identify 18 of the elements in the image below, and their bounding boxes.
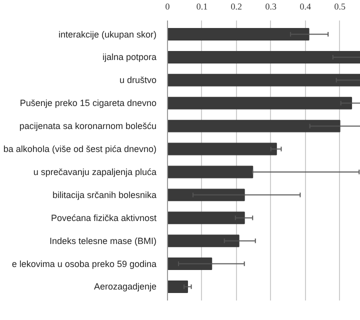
y-tick-label: ba alkohola (više od šest pića dnevno) bbox=[3, 144, 157, 154]
y-tick-label: bilitacija srčanih bolesnika bbox=[52, 190, 157, 200]
y-tick-label: Pušenje preko 15 cigareta dnevno bbox=[20, 98, 157, 108]
y-tick-label: u društvo bbox=[119, 75, 157, 86]
y-tick-label: pacijenata sa koronarnom bolešću bbox=[19, 121, 157, 132]
y-tick-label: e lekovima u osoba preko 59 godina bbox=[12, 258, 157, 269]
x-tick-label: 0 bbox=[165, 2, 170, 12]
y-tick-label: ijalna potpora bbox=[102, 52, 157, 62]
y-tick-label: Indeks telesne mase (BMI) bbox=[49, 236, 157, 246]
x-tick-label: 0.3 bbox=[265, 2, 278, 12]
y-tick-label: interakcije (ukupan skor) bbox=[58, 29, 157, 40]
x-tick-label: 0.1 bbox=[196, 2, 208, 12]
y-tick-label: u sprečavanju zapaljenja pluća bbox=[33, 166, 157, 177]
x-tick-label: 0.2 bbox=[230, 2, 242, 12]
x-tick-label: 0.4 bbox=[300, 2, 312, 12]
x-tick-label: 0.5 bbox=[334, 2, 346, 12]
y-tick-label: Aerozagadjenje bbox=[94, 282, 157, 292]
y-tick-label: Povećana fizička aktivnost bbox=[50, 212, 157, 223]
